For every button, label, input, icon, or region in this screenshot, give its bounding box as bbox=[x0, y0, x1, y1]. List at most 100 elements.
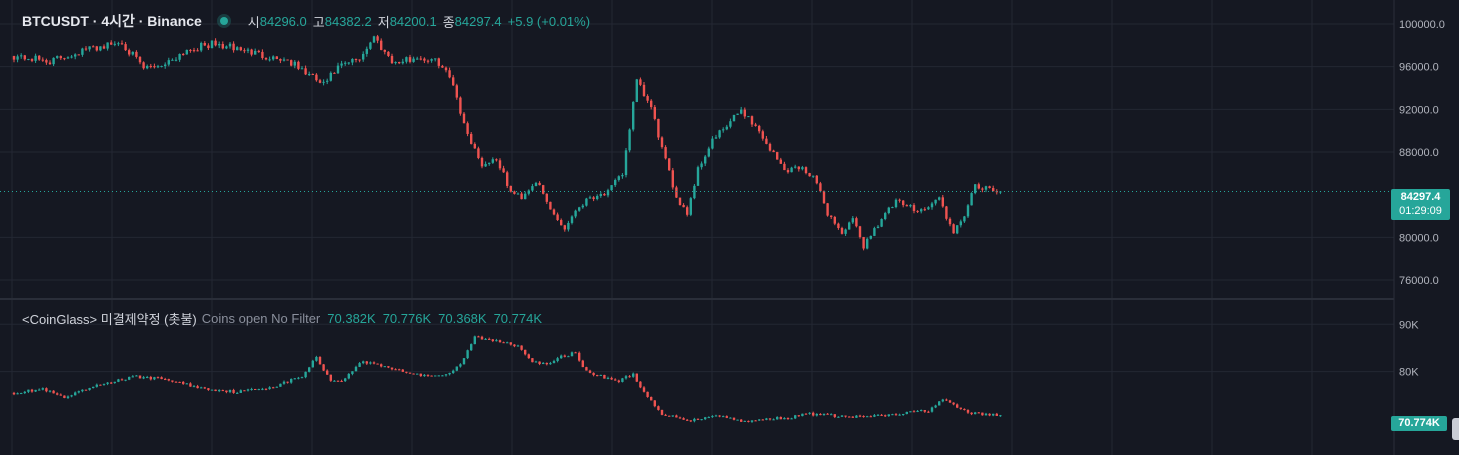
close-value: 84297.4 bbox=[454, 13, 502, 29]
side-panel-toggle-icon[interactable] bbox=[1452, 418, 1459, 440]
candle bbox=[200, 386, 203, 389]
candle-body bbox=[722, 129, 725, 131]
candle-body bbox=[38, 389, 41, 391]
candle bbox=[869, 235, 872, 240]
candle bbox=[808, 172, 811, 177]
grid-lines bbox=[0, 0, 1394, 455]
candle-body bbox=[196, 386, 199, 389]
candle-body bbox=[59, 56, 62, 59]
candle-body bbox=[700, 419, 703, 421]
candle bbox=[117, 41, 120, 47]
candle-body bbox=[300, 377, 304, 379]
candle bbox=[38, 55, 41, 61]
candle bbox=[970, 412, 973, 416]
candle bbox=[776, 416, 779, 420]
candle bbox=[606, 188, 610, 198]
candle bbox=[480, 335, 484, 340]
candle bbox=[498, 339, 502, 343]
candle-body bbox=[585, 198, 588, 206]
price-axis[interactable]: 100000.0 96000.0 92000.0 88000.0 80000.0 7600… bbox=[1399, 19, 1445, 379]
indicator-title[interactable]: <CoinGlass> 미결제약정 (촛불) bbox=[22, 312, 197, 327]
candle bbox=[567, 220, 570, 232]
candle-body bbox=[866, 238, 869, 249]
candle bbox=[358, 361, 361, 368]
candle bbox=[927, 206, 930, 210]
candle-body bbox=[88, 46, 91, 50]
candle bbox=[268, 386, 271, 390]
candle-body bbox=[23, 391, 26, 394]
high-value: 84382.2 bbox=[324, 13, 372, 29]
candle bbox=[732, 114, 736, 122]
candle bbox=[646, 391, 649, 398]
candle-body bbox=[945, 206, 948, 219]
candle bbox=[462, 358, 466, 365]
candle-body bbox=[344, 378, 347, 382]
candle-body bbox=[365, 361, 368, 364]
candle bbox=[286, 381, 289, 384]
candle-body bbox=[480, 336, 484, 340]
candle-body bbox=[632, 373, 635, 377]
candle-body bbox=[592, 197, 595, 200]
candle-body bbox=[70, 395, 73, 397]
candle-body bbox=[966, 205, 970, 217]
candle-body bbox=[329, 72, 332, 81]
candle-body bbox=[603, 194, 606, 196]
candle bbox=[484, 337, 487, 340]
candle bbox=[588, 369, 592, 374]
candle-body bbox=[747, 420, 750, 422]
candle-body bbox=[628, 129, 631, 151]
candle-body bbox=[228, 389, 232, 393]
candle bbox=[156, 376, 160, 379]
candle bbox=[653, 400, 656, 408]
candle-body bbox=[66, 396, 70, 398]
candle-body bbox=[660, 137, 664, 148]
candle-body bbox=[668, 415, 671, 417]
symbol-title[interactable]: BTCUSDT · 4시간 · Binance bbox=[22, 13, 202, 29]
candle bbox=[981, 412, 984, 416]
candle bbox=[390, 53, 394, 65]
candle-body bbox=[542, 362, 545, 365]
candle bbox=[992, 413, 995, 417]
candle bbox=[689, 420, 692, 423]
candle-body bbox=[178, 54, 181, 60]
candle bbox=[448, 372, 451, 376]
candle-body bbox=[977, 412, 980, 414]
candle-body bbox=[480, 157, 484, 167]
candle bbox=[412, 56, 415, 63]
candle bbox=[444, 66, 448, 73]
candle bbox=[491, 157, 494, 164]
candle bbox=[945, 205, 948, 221]
candle bbox=[52, 390, 55, 394]
candle bbox=[538, 361, 541, 366]
candle-body bbox=[477, 336, 480, 338]
candle bbox=[574, 351, 577, 354]
candle-body bbox=[509, 342, 512, 345]
candle-body bbox=[574, 352, 577, 354]
candle bbox=[214, 38, 217, 47]
candle-body bbox=[538, 182, 541, 186]
candle bbox=[722, 415, 725, 418]
candle-body bbox=[822, 191, 826, 204]
candle-body bbox=[844, 415, 847, 417]
candle bbox=[732, 417, 736, 421]
candle-body bbox=[207, 388, 210, 390]
candle bbox=[394, 368, 397, 371]
candle-body bbox=[41, 388, 44, 390]
candle bbox=[419, 373, 422, 377]
candle-body bbox=[333, 380, 336, 382]
candle bbox=[603, 192, 606, 196]
candle bbox=[362, 360, 365, 365]
candle bbox=[81, 47, 84, 57]
candle-body bbox=[754, 420, 757, 422]
candle bbox=[192, 47, 196, 53]
candle bbox=[966, 409, 970, 414]
candle bbox=[660, 136, 664, 149]
candle-body bbox=[308, 367, 311, 372]
candle bbox=[657, 118, 660, 140]
candle-body bbox=[599, 194, 602, 197]
candle bbox=[387, 366, 390, 369]
candle-body bbox=[934, 405, 937, 408]
candle bbox=[642, 82, 646, 97]
indicator-legend: <CoinGlass> 미결제약정 (촛불) Coins open No Fil… bbox=[22, 309, 542, 328]
